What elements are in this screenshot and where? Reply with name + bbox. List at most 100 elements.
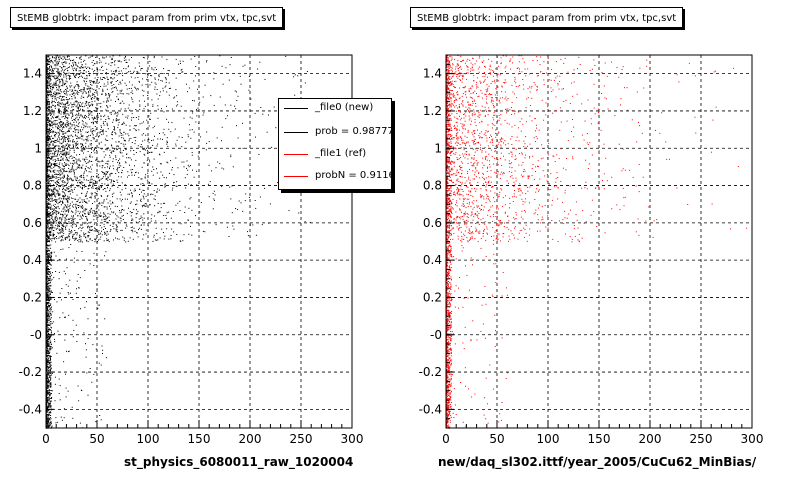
data-point: [115, 81, 117, 82]
data-point: [67, 74, 69, 76]
data-point: [304, 221, 306, 223]
data-point: [68, 113, 70, 115]
data-point: [76, 280, 78, 282]
data-point: [50, 214, 52, 216]
data-point: [108, 63, 110, 65]
data-point: [63, 132, 65, 134]
data-point: [133, 128, 135, 130]
data-point: [83, 199, 85, 201]
data-point: [57, 77, 59, 79]
data-point: [80, 236, 82, 238]
data-point: [58, 79, 60, 81]
data-point: [94, 212, 96, 214]
data-point: [60, 160, 62, 161]
data-point: [128, 93, 130, 95]
data-point: [111, 57, 113, 59]
data-point: [47, 271, 49, 273]
data-point: [188, 124, 190, 126]
data-point: [95, 89, 97, 91]
data-point: [68, 136, 69, 138]
data-point: [145, 84, 147, 86]
data-point: [98, 188, 99, 190]
data-point: [92, 118, 94, 120]
data-point: [51, 75, 53, 77]
data-point: [69, 218, 71, 220]
data-point: [130, 76, 132, 78]
data-point: [62, 224, 64, 226]
data-point: [47, 75, 49, 77]
data-point: [55, 196, 57, 198]
data-point: [53, 184, 55, 186]
data-point: [49, 403, 51, 405]
data-point: [47, 199, 49, 200]
data-point: [138, 129, 140, 131]
data-point: [64, 93, 65, 95]
data-point: [62, 225, 64, 227]
data-point: [99, 131, 101, 133]
data-point: [171, 108, 173, 110]
data-point: [46, 156, 48, 158]
data-point: [133, 117, 135, 118]
data-point: [135, 159, 137, 161]
data-point: [110, 99, 112, 101]
data-point: [89, 106, 91, 108]
data-point: [94, 195, 96, 197]
data-point: [50, 326, 52, 328]
data-point: [54, 195, 56, 197]
data-point: [117, 181, 119, 183]
data-point: [71, 157, 73, 159]
data-point: [116, 148, 118, 150]
data-point: [46, 97, 48, 99]
data-point: [94, 96, 96, 98]
data-point: [80, 89, 82, 91]
data-point: [49, 131, 51, 133]
data-point: [49, 200, 51, 202]
data-point: [50, 290, 52, 292]
data-point: [166, 105, 167, 107]
data-point: [97, 132, 99, 134]
data-point: [180, 105, 182, 107]
data-point: [156, 145, 158, 147]
data-point: [81, 224, 83, 226]
data-point: [58, 297, 60, 299]
data-point: [79, 57, 81, 59]
data-point: [103, 220, 105, 222]
data-point: [196, 184, 198, 186]
data-point: [60, 70, 62, 72]
data-point: [57, 158, 59, 160]
data-point: [102, 165, 104, 167]
data-point: [77, 84, 79, 86]
data-point: [56, 155, 58, 157]
data-point: [74, 230, 76, 231]
data-point: [117, 67, 119, 69]
data-point: [164, 235, 166, 237]
data-point: [86, 110, 88, 112]
data-point: [64, 57, 66, 59]
data-point: [146, 70, 148, 72]
data-point: [250, 224, 251, 226]
data-point: [50, 372, 52, 374]
data-point: [46, 346, 48, 348]
data-point: [187, 169, 189, 171]
data-point: [178, 136, 180, 138]
data-point: [95, 56, 97, 58]
data-point: [53, 93, 55, 95]
data-point: [213, 199, 215, 201]
data-point: [55, 124, 57, 126]
data-point: [46, 360, 48, 362]
data-point: [95, 180, 96, 182]
data-point: [55, 150, 57, 152]
data-point: [133, 227, 135, 229]
data-point: [46, 416, 48, 418]
data-point: [66, 258, 67, 260]
data-point: [190, 137, 192, 139]
data-point: [46, 192, 48, 194]
data-point: [95, 128, 97, 130]
data-point: [146, 128, 148, 130]
data-point: [64, 237, 66, 239]
data-point: [50, 60, 52, 61]
data-point: [46, 165, 48, 167]
data-point: [58, 73, 60, 75]
data-point: [100, 141, 102, 143]
data-point: [87, 394, 89, 396]
